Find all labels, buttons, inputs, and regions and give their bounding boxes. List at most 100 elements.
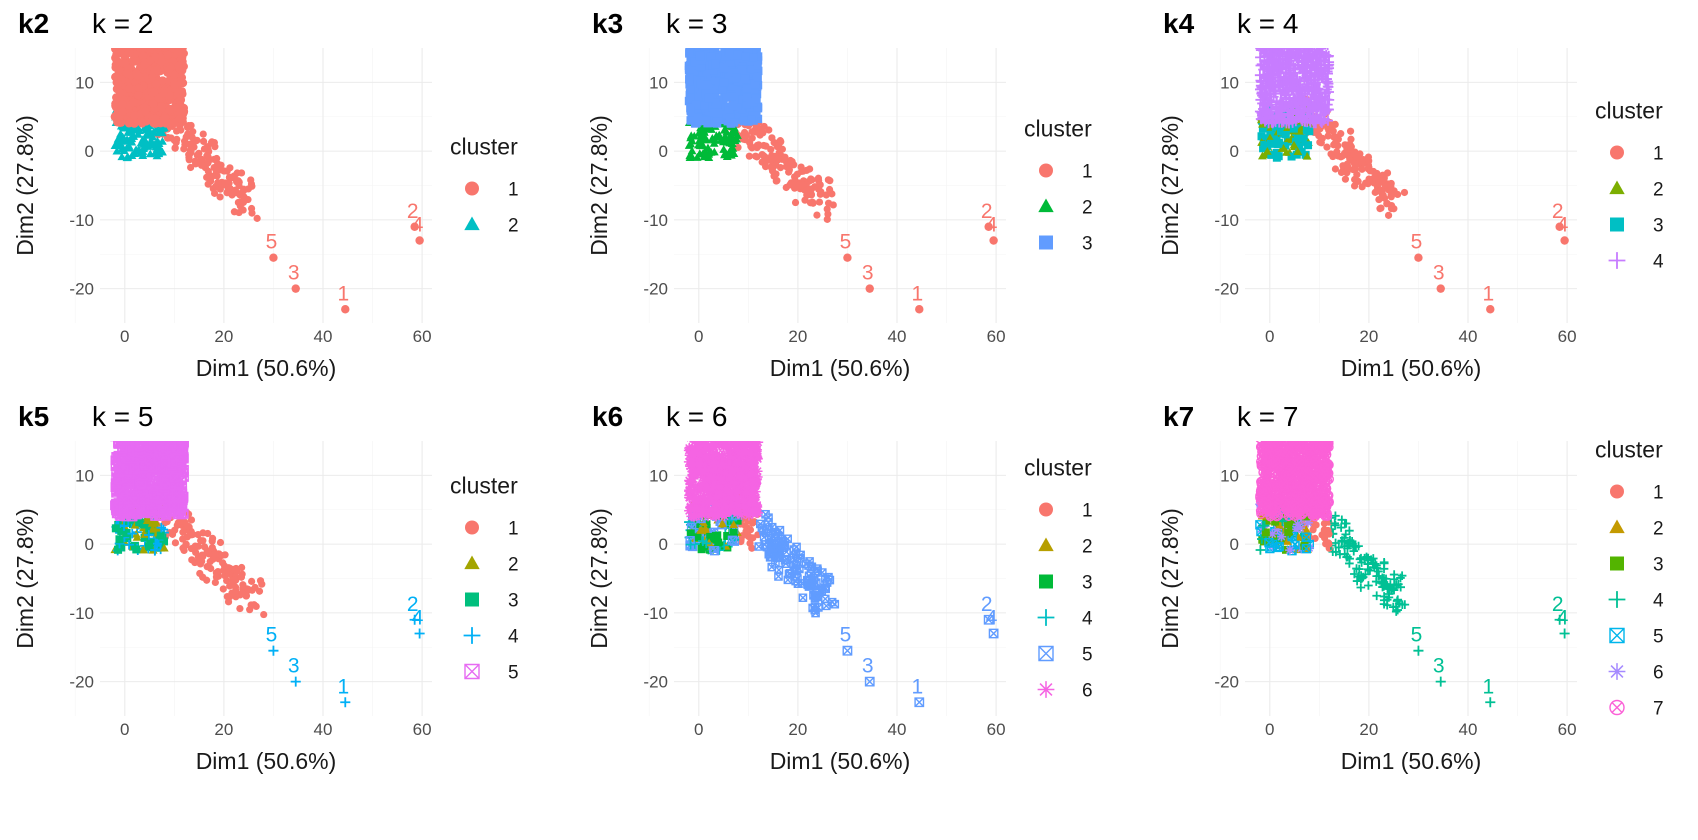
outlier-label: 5 <box>840 231 852 254</box>
data-point <box>705 124 714 133</box>
data-point <box>123 128 133 136</box>
data-point <box>708 103 717 112</box>
outlier-label: 4 <box>412 214 424 237</box>
data-point <box>719 63 729 73</box>
outlier-point <box>843 253 852 262</box>
data-point <box>719 98 728 107</box>
data-point <box>740 472 751 483</box>
data-point <box>165 105 174 115</box>
data-point <box>155 431 163 439</box>
data-point <box>230 208 238 216</box>
data-point <box>122 518 131 527</box>
data-point <box>237 573 246 581</box>
outlier-point <box>1436 284 1445 293</box>
data-point <box>144 530 154 540</box>
data-point <box>1377 204 1385 212</box>
data-point <box>806 199 815 207</box>
data-point <box>753 60 762 70</box>
data-point <box>110 441 121 442</box>
data-point <box>725 138 735 147</box>
y-axis-label: Dim2 (27.8%) <box>1157 115 1183 256</box>
data-point <box>749 493 760 504</box>
data-point <box>116 431 124 439</box>
data-point <box>826 177 834 185</box>
data-point <box>180 39 188 47</box>
data-point <box>731 500 742 512</box>
data-point <box>1324 132 1332 140</box>
data-point <box>225 593 234 601</box>
data-point <box>748 441 750 442</box>
data-point <box>115 48 123 50</box>
data-point <box>1329 127 1337 135</box>
data-point <box>1287 82 1298 93</box>
data-point <box>725 500 736 511</box>
outlier-point <box>415 236 424 245</box>
data-point <box>232 587 240 595</box>
x-tick-label: 20 <box>788 720 807 739</box>
data-point <box>758 150 766 159</box>
data-point <box>801 196 809 204</box>
data-point <box>738 445 749 456</box>
legend-label: 5 <box>508 663 519 684</box>
y-tick-label: 10 <box>75 73 94 92</box>
data-point <box>210 163 218 172</box>
data-point <box>1358 165 1366 173</box>
data-point <box>767 145 775 154</box>
data-point <box>778 537 787 546</box>
data-point <box>690 39 698 47</box>
data-point <box>1289 140 1299 149</box>
data-point <box>210 550 219 559</box>
data-point <box>115 88 125 97</box>
data-point <box>163 50 173 60</box>
data-point <box>686 116 695 125</box>
data-point <box>131 48 138 50</box>
data-point <box>734 429 744 439</box>
data-point <box>686 85 695 94</box>
data-point <box>225 564 233 572</box>
data-point <box>694 497 705 508</box>
data-point <box>804 576 813 586</box>
data-point <box>732 492 744 503</box>
data-point <box>113 56 122 66</box>
data-point <box>730 456 741 467</box>
data-point <box>719 78 729 87</box>
data-point <box>712 53 721 62</box>
data-point <box>246 606 254 614</box>
y-tick-label: -10 <box>643 604 668 623</box>
data-point <box>171 103 181 112</box>
data-point <box>154 142 164 151</box>
outlier-point <box>865 284 874 293</box>
data-point <box>173 445 184 456</box>
data-point <box>692 448 703 459</box>
outlier-label: 1 <box>911 282 923 305</box>
data-point <box>727 38 735 46</box>
y-tick-label: 10 <box>75 466 94 485</box>
data-point <box>686 455 697 466</box>
data-point <box>701 538 712 549</box>
data-point <box>238 563 246 572</box>
data-point <box>740 74 750 84</box>
y-tick-label: -10 <box>643 211 668 230</box>
data-point <box>751 448 762 459</box>
data-point <box>743 510 754 521</box>
data-point <box>1281 141 1290 150</box>
data-point <box>704 497 715 508</box>
data-point <box>131 145 141 154</box>
data-point <box>689 470 700 481</box>
data-point <box>164 65 174 74</box>
data-point <box>694 86 703 95</box>
data-point <box>686 441 695 443</box>
data-point <box>725 60 735 69</box>
data-point <box>813 592 822 602</box>
data-point <box>1296 97 1307 108</box>
data-point <box>1291 38 1301 48</box>
data-point <box>694 459 705 470</box>
data-point <box>732 430 742 440</box>
data-point <box>115 467 125 478</box>
data-point <box>690 38 698 46</box>
data-point <box>118 122 128 131</box>
data-point <box>153 442 164 453</box>
legend-key <box>463 627 481 644</box>
data-point <box>707 504 718 515</box>
